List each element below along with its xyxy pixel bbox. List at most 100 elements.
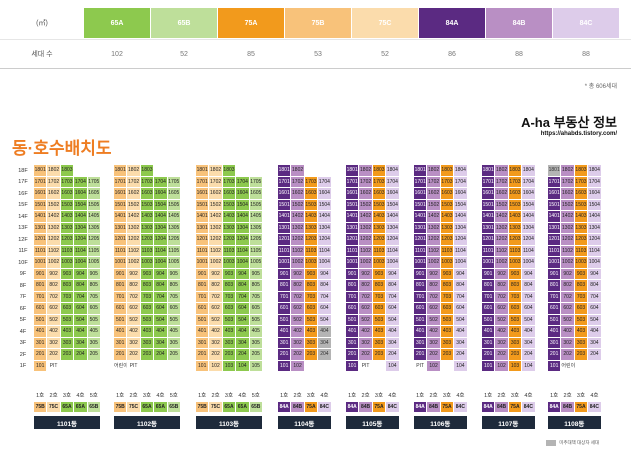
ground-floor-cell (440, 360, 454, 371)
line-label: 1호 (280, 393, 289, 399)
unit-cell: 1103 (372, 245, 386, 256)
unit-cell: 1604 (454, 188, 467, 199)
unit-cell: 1103 (440, 245, 454, 256)
floor-label: 18F (18, 167, 28, 174)
unit-cell: 505 (249, 314, 262, 325)
unit-cell: 1605 (249, 188, 262, 199)
unit-cell: 1204 (74, 234, 87, 245)
unit-cell: 202 (495, 349, 508, 360)
type-header-84c: 84C (553, 8, 619, 38)
unit-cell: 1003 (140, 257, 154, 268)
unit-cell: 1705 (167, 176, 180, 187)
unit-cell: 1402 (427, 211, 440, 222)
unit-cell: 1202 (561, 234, 574, 245)
unit-cell: 1704 (386, 176, 399, 187)
unit-cell: 604 (522, 303, 535, 314)
unit-column: 1703 1603 1503 1403 1303 1203 1103 1003 903 803 70… (304, 165, 318, 372)
unit-cell: 1002 (47, 257, 60, 268)
unit-cell: 905 (249, 268, 262, 279)
unit-cell: 201 (346, 349, 359, 360)
unit-cell: 603 (372, 303, 386, 314)
unit-cell: 1101 (482, 245, 495, 256)
unit-cell: 1405 (167, 211, 180, 222)
unit-cell: 904 (386, 268, 399, 279)
building-name: 1105동 (346, 416, 399, 429)
unit-cell: 502 (359, 314, 372, 325)
unit-cell: 602 (561, 303, 574, 314)
unit-cell: 401 (196, 326, 209, 337)
unit-cell: 203 (508, 349, 522, 360)
unit-cell: 1202 (427, 234, 440, 245)
type-header-row: (㎡) 65A 65B 75A 75B 75C 84A 84B 84C (0, 8, 631, 38)
unit-cell: 1004 (154, 257, 167, 268)
unit-column: 1801 1701 1601 1501 1401 1301 1201 1101 1001 901 8… (278, 165, 291, 372)
unit-cell: 1801 (414, 165, 427, 176)
unit-cell: 303 (304, 337, 318, 348)
unit-cell: 704 (318, 291, 331, 302)
unit-column: 1804 1704 1604 1504 1404 1304 1204 1104 1004 904 8… (454, 165, 467, 372)
building-name: 1102동 (114, 416, 180, 429)
unit-cell: 801 (114, 280, 127, 291)
line-label: 1호 (36, 393, 45, 399)
unit-column: 1802 1702 1602 1502 1402 1302 1202 1102 1002 902 8… (561, 165, 588, 372)
unit-cell: 403 (140, 326, 154, 337)
unit-cell: 403 (222, 326, 236, 337)
unit-cell: 802 (291, 280, 304, 291)
unit-cell: 504 (386, 314, 399, 325)
unit-cell: 1105 (167, 245, 180, 256)
line-label: 4호 (156, 393, 165, 399)
unit-cell: 1401 (278, 211, 291, 222)
unit-cell: 502 (209, 314, 222, 325)
unit-cell: 1001 (196, 257, 209, 268)
unit-cell: 903 (574, 268, 588, 279)
line-type-label: 84C (318, 402, 331, 412)
unit-cell: 603 (508, 303, 522, 314)
unit-cell: 1402 (209, 211, 222, 222)
unit-cell: 501 (34, 314, 47, 325)
unit-cell: 803 (304, 280, 318, 291)
brand-url: https://ahabds.tistory.com/ (540, 131, 617, 137)
unit-cell: 303 (222, 337, 236, 348)
unit-cell: 905 (87, 268, 100, 279)
floor-label: 16F (18, 190, 28, 197)
unit-cell: 202 (291, 349, 304, 360)
unit-cell: 1702 (495, 176, 508, 187)
ground-floor-cell (318, 360, 331, 371)
line-type-label: 84C (386, 402, 399, 412)
unit-cell: 1402 (359, 211, 372, 222)
unit-cell: 1701 (34, 176, 47, 187)
unit-cell: 601 (414, 303, 427, 314)
unit-cell: 901 (34, 268, 47, 279)
unit-column: 1704 1604 1504 1404 1304 1204 1104 1004 904 804 70… (236, 165, 249, 372)
unit-cell: 1002 (359, 257, 372, 268)
unit-cell: 1204 (386, 234, 399, 245)
unit-cell: 801 (482, 280, 495, 291)
ground-floor-cell: PIT (359, 360, 372, 371)
unit-cell: 1704 (318, 176, 331, 187)
line-type-label: 65A (236, 402, 249, 412)
unit-cell: 1801 (34, 165, 47, 176)
unit-cell: 1704 (588, 176, 601, 187)
floor-label: 8F (19, 282, 27, 289)
floor-label: 1F (19, 363, 27, 370)
unit-cell: 804 (454, 280, 467, 291)
unit-cell: 505 (87, 314, 100, 325)
unit-cell: 1504 (154, 199, 167, 210)
ground-floor-cell (87, 360, 100, 371)
line-label: 1호 (116, 393, 125, 399)
unit-cell: 201 (34, 349, 47, 360)
unit-cell: 503 (508, 314, 522, 325)
unit-cell: 601 (482, 303, 495, 314)
line-label: 2호 (49, 393, 58, 399)
building-name: 1106동 (414, 416, 467, 429)
unit-cell: 1301 (278, 222, 291, 233)
unit-cell: 602 (291, 303, 304, 314)
unit-cell: 1801 (482, 165, 495, 176)
unit-cell: 803 (222, 280, 236, 291)
unit-cell: 1803 (440, 165, 454, 176)
unit-cell: 1002 (495, 257, 508, 268)
unit-cell: 305 (249, 337, 262, 348)
line-label: 3호 (142, 393, 152, 399)
ground-floor-cell (154, 360, 167, 371)
unit-cell: 203 (60, 349, 74, 360)
